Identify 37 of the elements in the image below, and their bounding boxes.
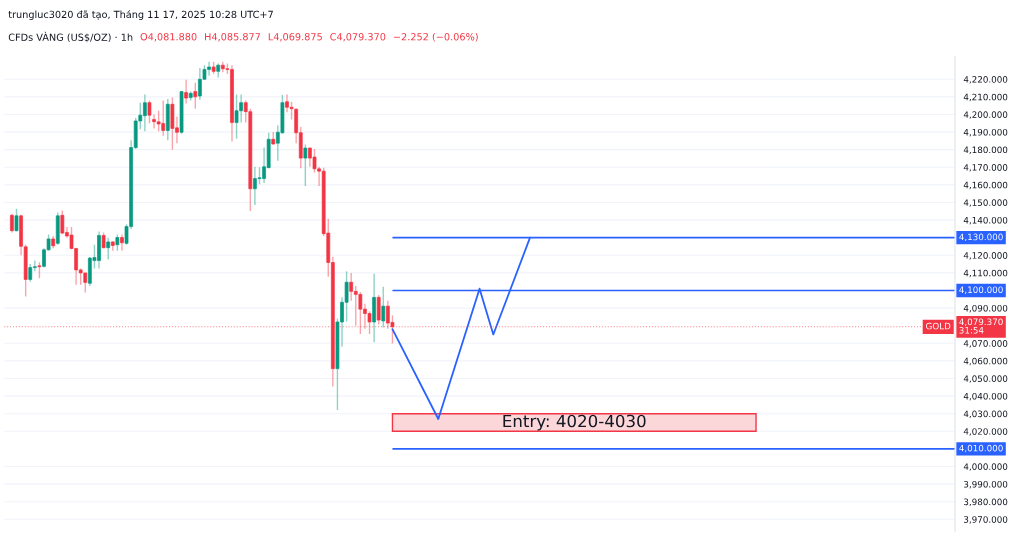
text: −2.252 (−0.06%) [393,32,478,42]
y-tick-label: 4,190.000 [963,128,1008,137]
y-tick-label: 4,110.000 [963,269,1008,278]
text: C4,079.370 [330,33,386,42]
y-tick-label: 4,170.000 [963,164,1008,172]
y-tick-label: 4,140.000 [963,216,1008,225]
y-tick-label: 4,020.000 [963,428,1008,436]
y-tick-label: 3,990.000 [964,480,1008,489]
y-tick-label: 4,120.000 [963,252,1008,260]
y-tick-label: 3,980.000 [964,498,1008,507]
ref-line-label: 4,010.000 [959,444,1003,453]
band-label: Entry: 4020-4030 [503,414,646,431]
y-tick-label: 4,000.000 [963,463,1008,471]
chart-subtitle: CFDs VÀNG (US$/OZ) · 1h [8,31,133,43]
ref-line-label: 4,130.000 [959,233,1003,242]
y-tick-label: 4,070.000 [963,340,1008,348]
annotation: GOLD [926,322,951,330]
ref-line-label: 4,079.370 31:54 [959,318,1003,334]
candlestick [51,235,56,249]
ref-line-label: 4,100.000 [959,286,1003,294]
y-tick-label: 4,150.000 [963,199,1008,207]
y-tick-label: 4,160.000 [963,181,1008,190]
y-tick-label: 4,050.000 [963,375,1008,383]
y-tick-label: 4,220.000 [963,76,1008,84]
text: H4,085.877 [205,33,261,42]
text: O4,081.880 [140,33,197,42]
y-tick-label: 4,090.000 [963,304,1008,313]
y-tick-label: 4,180.000 [963,146,1008,155]
y-tick-label: 4,060.000 [963,357,1008,366]
y-tick-label: 4,030.000 [963,410,1008,419]
y-tick-label: 3,970.000 [964,516,1008,524]
chart-title: trungluc3020 đã tạo, Tháng 11 17, 2025 10:28 UTC+7 [8,10,273,20]
y-tick-label: 4,200.000 [963,111,1008,119]
text: L4,069.875 [268,33,322,42]
y-tick-label: 4,210.000 [963,93,1008,102]
y-tick-label: 4,040.000 [963,392,1008,401]
candlestick [120,233,124,252]
